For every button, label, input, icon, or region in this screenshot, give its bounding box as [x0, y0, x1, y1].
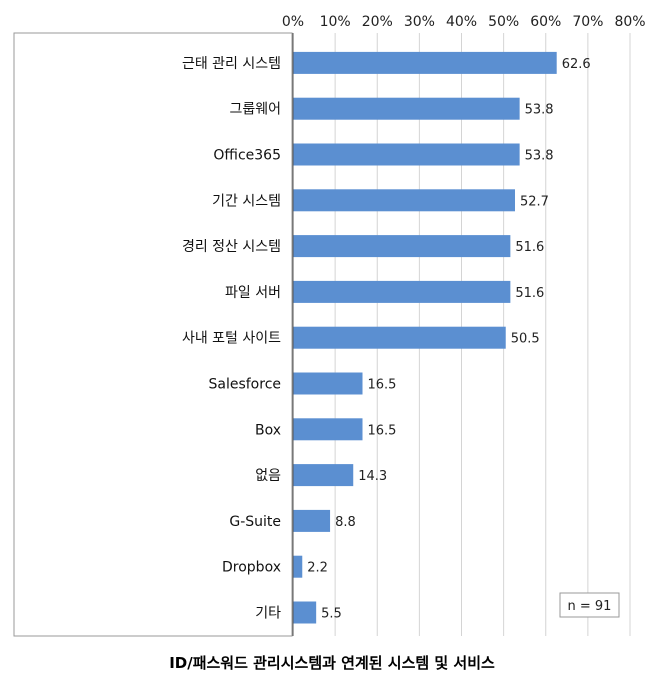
bar — [293, 143, 520, 166]
category-label: 근태 관리 시스템 — [182, 56, 281, 72]
chart-caption: ID/패스워드 관리시스템과 연계된 시스템 및 서비스 — [169, 654, 495, 672]
bar — [293, 51, 557, 74]
value-label: 16.5 — [368, 378, 397, 393]
category-label: Box — [255, 422, 281, 438]
value-label: 14.3 — [358, 469, 387, 484]
n-badge-text: n = 91 — [568, 599, 612, 614]
category-label: Dropbox — [222, 560, 281, 576]
n-badge-box — [559, 592, 620, 618]
value-label: 2.2 — [307, 561, 328, 576]
value-label: 16.5 — [368, 423, 397, 438]
bar — [293, 509, 331, 532]
bar — [293, 280, 511, 303]
bar — [293, 555, 303, 578]
bar — [293, 235, 511, 258]
category-label: Office365 — [213, 148, 281, 164]
category-label: 기간 시스템 — [212, 193, 281, 209]
category-label: 그룹웨어 — [229, 102, 281, 118]
value-label: 51.6 — [515, 286, 544, 301]
n-badge: n = 91 — [559, 592, 620, 618]
bar — [293, 372, 363, 395]
value-label: 50.5 — [511, 332, 540, 347]
category-label: Salesforce — [208, 377, 281, 393]
value-label: 51.6 — [515, 240, 544, 255]
bars: 근태 관리 시스템 62.6 그룹웨어 53.8 Office365 53.8 기간 시스템… — [182, 51, 591, 624]
bar — [293, 97, 520, 120]
value-label: 53.8 — [525, 103, 554, 118]
value-label: 53.8 — [525, 149, 554, 164]
x-tick-label: 30% — [404, 14, 435, 30]
label-panel — [13, 32, 293, 637]
category-label: 사내 포털 사이트 — [182, 331, 281, 347]
bar — [293, 601, 317, 624]
category-label: G-Suite — [229, 514, 281, 530]
value-label: 62.6 — [562, 57, 591, 72]
x-axis-ticks: 0% 10% 20% 30% 40% 50% 60% 70% 80% — [282, 14, 646, 30]
x-tick-label: 0% — [282, 14, 304, 30]
bar — [293, 418, 363, 441]
x-tick-label: 60% — [530, 14, 561, 30]
x-tick-label: 40% — [446, 14, 477, 30]
x-tick-label: 70% — [572, 14, 603, 30]
x-tick-label: 80% — [614, 14, 645, 30]
value-label: 8.8 — [335, 515, 356, 530]
x-tick-label: 10% — [320, 14, 351, 30]
bar — [293, 189, 515, 212]
bar — [293, 326, 506, 349]
bar — [293, 464, 354, 487]
x-tick-label: 20% — [362, 14, 393, 30]
value-label: 52.7 — [520, 194, 549, 209]
category-label: 없음 — [255, 468, 281, 484]
category-label: 기타 — [255, 606, 281, 622]
category-label: 경리 정산 시스템 — [182, 239, 281, 255]
value-label: 5.5 — [321, 607, 342, 622]
category-label: 파일 서버 — [225, 285, 281, 301]
x-tick-label: 50% — [488, 14, 519, 30]
